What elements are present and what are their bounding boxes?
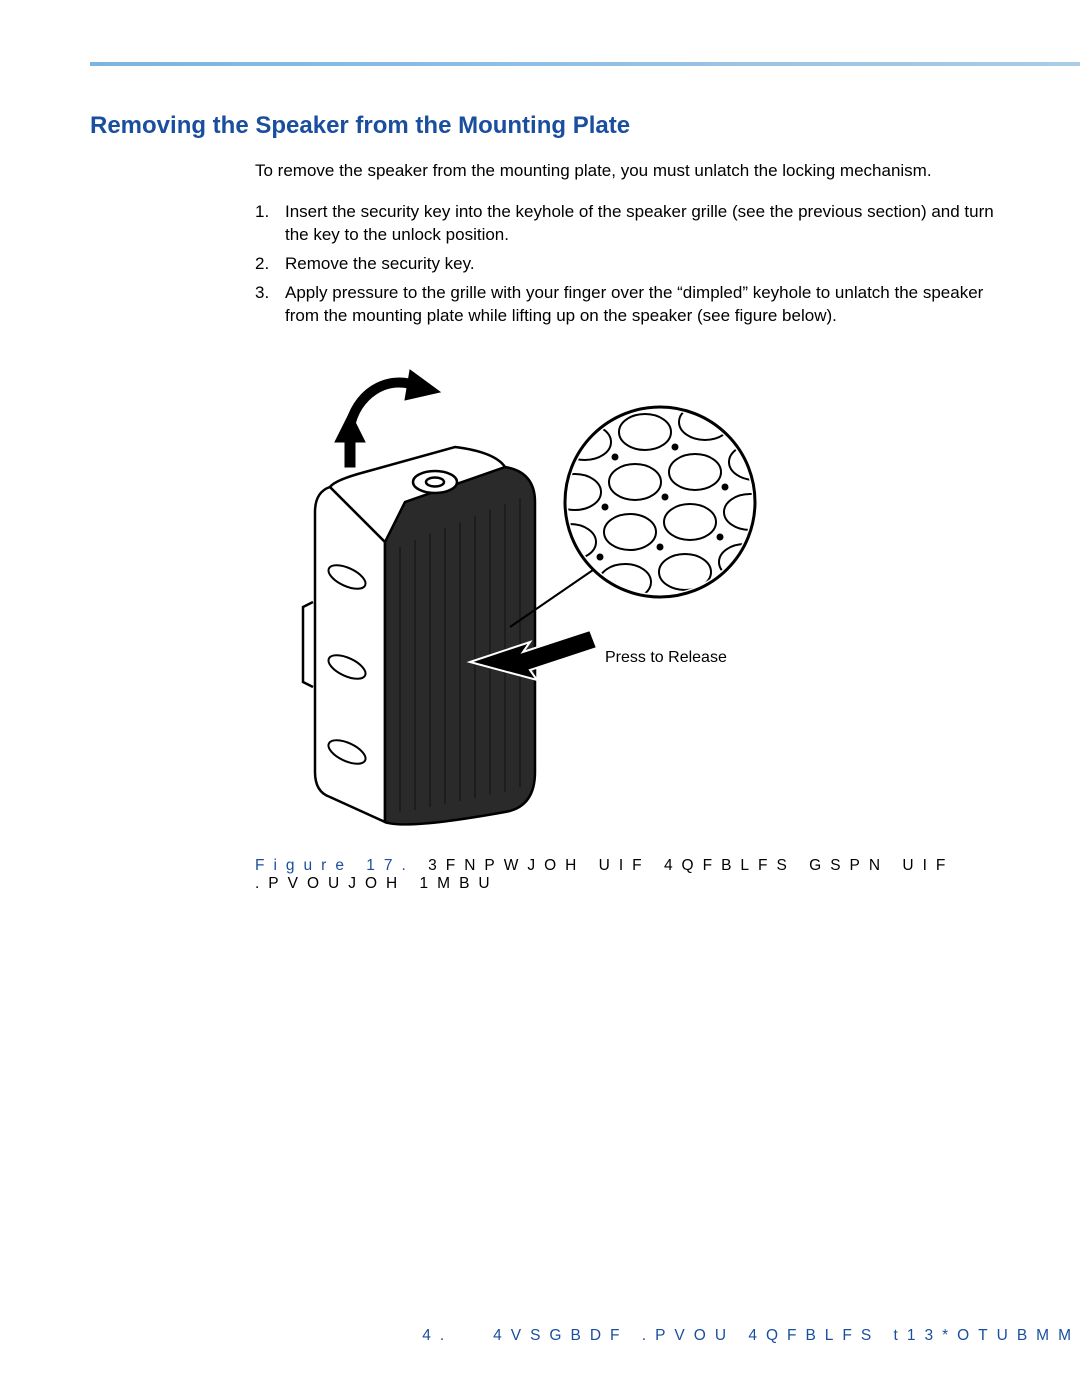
section-title: Removing the Speaker from the Mounting P… <box>90 112 1050 140</box>
speaker-illustration: Press to Release <box>255 352 815 827</box>
step-item: 2. Remove the security key. <box>255 253 1050 276</box>
page-footer: 4. 4VSGBDF .PVOU 4QFBLFS t13*OTUBMM <box>422 1327 1080 1345</box>
figure-caption: Figure 17. 3FNPWJOH UIF 4QFBLFS GSPN UIF… <box>255 857 1050 893</box>
speaker-body <box>303 447 535 824</box>
step-number: 3. <box>255 282 285 328</box>
figure-17: Press to Release Figure 17. 3FNPWJOH UIF… <box>255 352 1050 893</box>
step-number: 2. <box>255 253 285 276</box>
step-item: 1. Insert the security key into the keyh… <box>255 201 1050 247</box>
step-text: Insert the security key into the keyhole… <box>285 201 1050 247</box>
section-intro: To remove the speaker from the mounting … <box>255 160 1050 183</box>
lift-arrow-icon <box>335 370 440 467</box>
footer-chapter-num: 4. <box>422 1327 453 1344</box>
footer-text: 4VSGBDF .PVOU 4QFBLFS t13*OTUBMM <box>493 1327 1080 1344</box>
step-item: 3. Apply pressure to the grille with you… <box>255 282 1050 328</box>
page-content: Removing the Speaker from the Mounting P… <box>90 112 1050 893</box>
grille-detail-callout <box>510 394 791 627</box>
step-list: 1. Insert the security key into the keyh… <box>255 201 1050 328</box>
step-number: 1. <box>255 201 285 247</box>
step-text: Apply pressure to the grille with your f… <box>285 282 1050 328</box>
step-text: Remove the security key. <box>285 253 1050 276</box>
press-label: Press to Release <box>605 649 727 666</box>
figure-caption-prefix: Figure 17. <box>255 857 415 874</box>
header-rule <box>90 62 1080 66</box>
